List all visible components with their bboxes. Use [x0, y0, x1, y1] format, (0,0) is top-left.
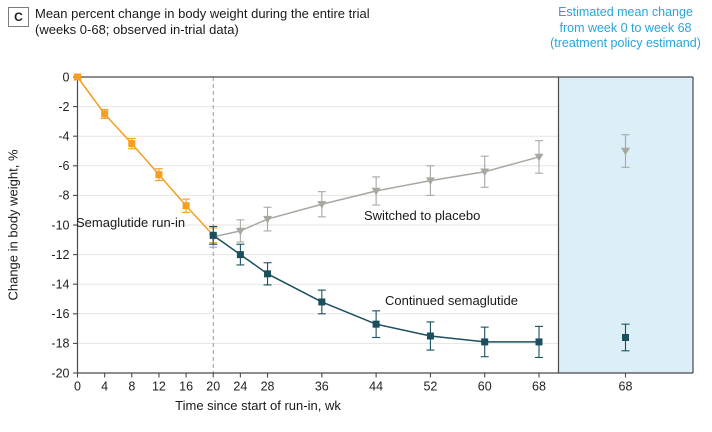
x-tick-label: 20 [206, 380, 220, 394]
label-switched-to-placebo: Switched to placebo [364, 208, 481, 223]
data-point [264, 270, 272, 278]
data-point [235, 227, 245, 236]
data-point [318, 298, 326, 306]
y-tick-label: -18 [51, 337, 69, 351]
x-tick-label: 52 [423, 380, 437, 394]
data-point [182, 202, 190, 210]
x-tick-label: 8 [128, 380, 135, 394]
x-tick-label: 36 [315, 380, 329, 394]
series-line [213, 156, 540, 238]
data-point [263, 215, 273, 224]
x-tick-label: 60 [478, 380, 492, 394]
data-point [74, 73, 81, 81]
data-point [534, 153, 544, 162]
estimand-points [621, 134, 630, 352]
figure-title: Mean percent change in body weight durin… [35, 6, 370, 37]
data-point [425, 177, 435, 185]
data-point [236, 251, 244, 259]
x-tick-label: 16 [179, 380, 193, 394]
y-tick-label: -8 [58, 189, 69, 203]
estimand-header: Estimated mean change from week 0 to wee… [550, 5, 701, 50]
data-point [622, 333, 629, 341]
y-ticks: 0 -2 -4 -6 -8 -10 -12 -14 -16 -18 -20 [51, 70, 78, 380]
label-semaglutide-run-in: Semaglutide run-in [76, 215, 186, 230]
data-point [481, 338, 489, 346]
x-ticks: 0 4 8 12 16 20 24 28 36 44 52 60 68 68 [74, 373, 632, 394]
x-tick-label: 24 [233, 380, 247, 394]
y-tick-label: -14 [51, 278, 69, 292]
data-point [101, 110, 109, 118]
y-tick-label: -16 [51, 307, 69, 321]
x-tick-label: 44 [369, 380, 383, 394]
data-point [317, 201, 327, 209]
y-tick-label: -2 [58, 100, 69, 114]
y-tick-label: 0 [63, 70, 70, 84]
x-tick-label-estimand: 68 [619, 380, 633, 394]
data-point [128, 140, 136, 148]
x-tick-label: 68 [532, 380, 546, 394]
series-line [212, 234, 539, 343]
plot-frame [76, 76, 694, 374]
panel-letter-badge: C [8, 7, 29, 27]
x-tick-label: 12 [152, 380, 166, 394]
y-tick-label: -6 [58, 159, 69, 173]
series-line [76, 76, 214, 236]
x-tick-label: 0 [74, 380, 81, 394]
y-tick-label: -4 [58, 130, 69, 144]
series-switched-to-placebo [208, 140, 544, 248]
x-axis-label: Time since start of run-in, wk [175, 398, 341, 413]
y-tick-label: -12 [51, 248, 69, 262]
data-point [371, 187, 381, 196]
data-point [155, 171, 163, 179]
x-tick-label: 4 [101, 380, 108, 394]
data-point [535, 338, 543, 346]
data-point [426, 332, 434, 340]
gridlines [77, 106, 559, 344]
data-point [480, 168, 490, 177]
data-point [621, 147, 630, 156]
data-point [209, 231, 217, 239]
data-point [372, 320, 380, 328]
x-tick-label: 28 [261, 380, 275, 394]
y-tick-label: -10 [51, 218, 69, 232]
label-continued-semaglutide: Continued semaglutide [385, 293, 518, 308]
y-tick-label: -20 [51, 366, 69, 380]
series-continued-semaglutide [209, 225, 543, 359]
